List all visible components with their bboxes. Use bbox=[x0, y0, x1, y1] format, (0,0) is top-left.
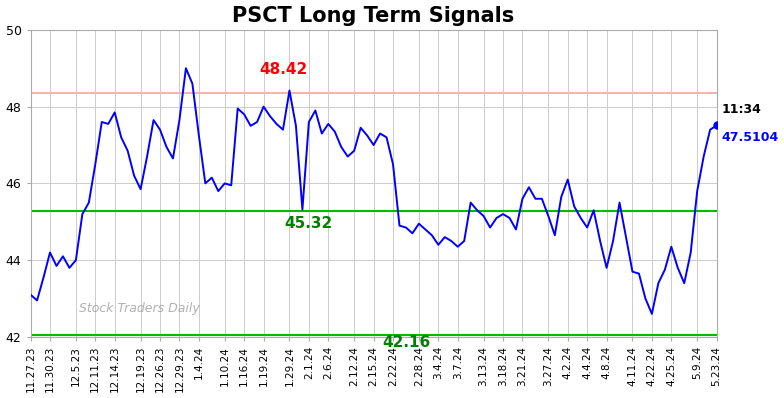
Text: 45.32: 45.32 bbox=[285, 216, 333, 230]
Text: 48.42: 48.42 bbox=[259, 62, 307, 77]
Text: 11:34: 11:34 bbox=[722, 103, 762, 116]
Title: PSCT Long Term Signals: PSCT Long Term Signals bbox=[233, 6, 515, 25]
Text: 47.5104: 47.5104 bbox=[722, 131, 779, 144]
Text: 42.16: 42.16 bbox=[382, 334, 430, 349]
Text: Stock Traders Daily: Stock Traders Daily bbox=[78, 302, 199, 316]
